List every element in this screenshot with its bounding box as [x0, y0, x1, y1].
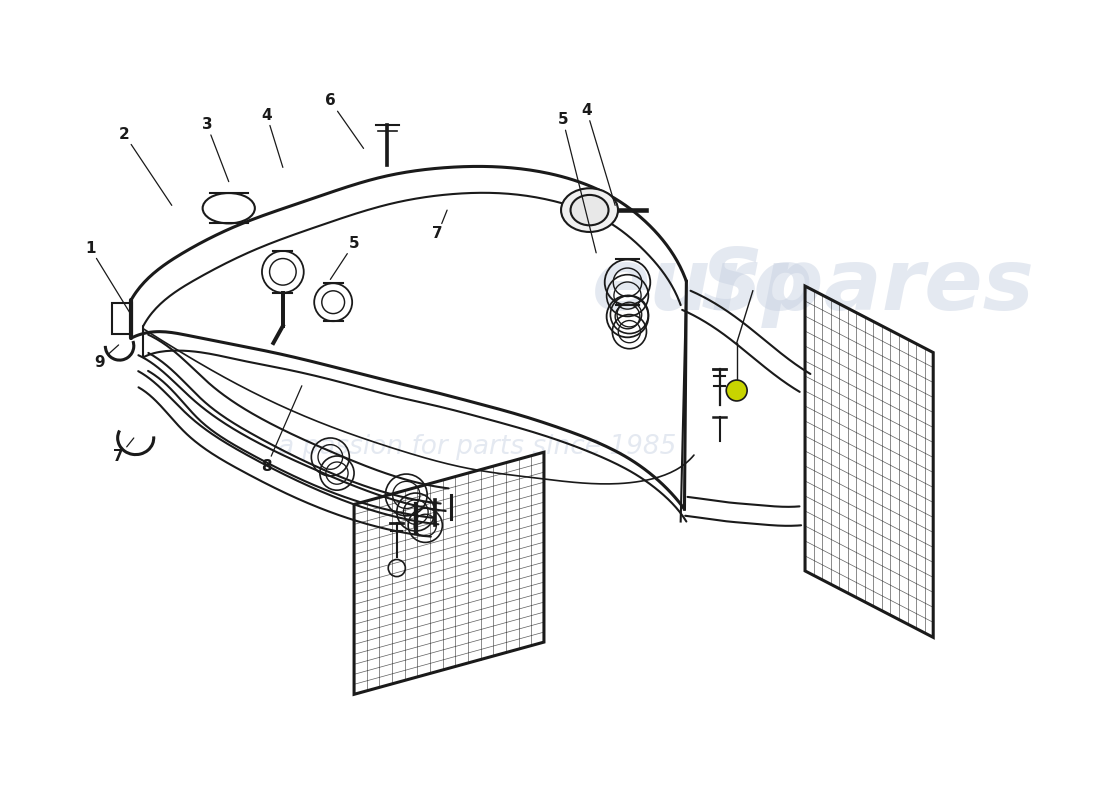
- Circle shape: [726, 380, 747, 401]
- Text: 5: 5: [558, 113, 596, 253]
- Text: 9: 9: [95, 345, 119, 370]
- Text: euro: euro: [592, 245, 813, 327]
- Ellipse shape: [571, 195, 608, 226]
- Text: 7: 7: [113, 438, 134, 465]
- Text: Spares: Spares: [701, 245, 1034, 327]
- Text: a passion for parts since 1985: a passion for parts since 1985: [278, 434, 676, 461]
- Text: 4: 4: [582, 103, 615, 206]
- Text: 3: 3: [201, 117, 229, 182]
- Text: 5: 5: [330, 236, 360, 279]
- Text: 4: 4: [262, 108, 283, 167]
- Text: 7: 7: [432, 210, 447, 242]
- Ellipse shape: [561, 188, 618, 232]
- Text: 8: 8: [262, 386, 301, 474]
- Text: 6: 6: [324, 94, 364, 149]
- Text: 2: 2: [119, 126, 172, 206]
- Text: 1: 1: [85, 241, 131, 314]
